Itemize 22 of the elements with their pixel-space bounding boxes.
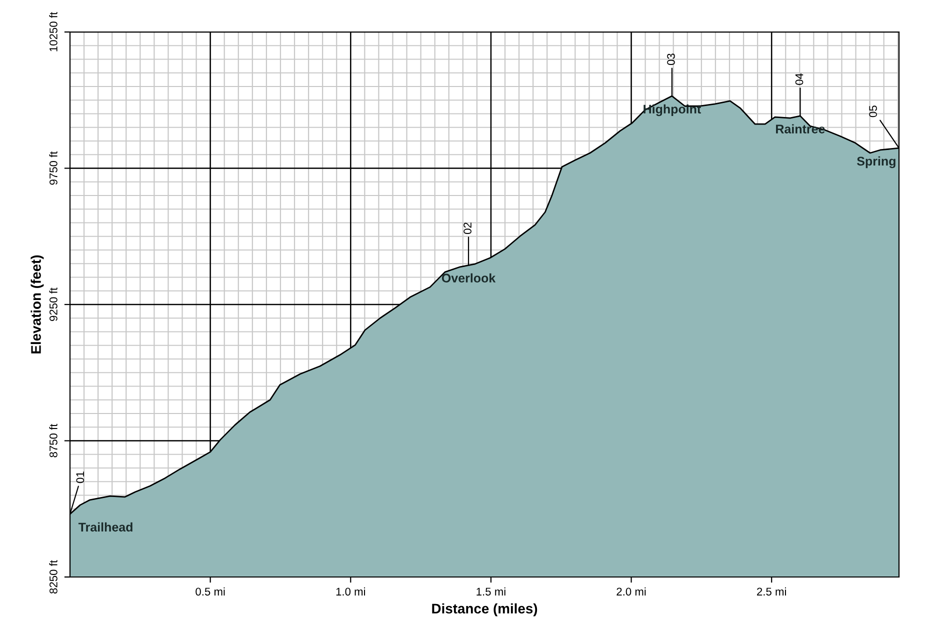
y-tick-label: 9250 ft bbox=[49, 288, 58, 321]
x-axis-title: Distance (miles) bbox=[432, 603, 538, 616]
annotation: Spring bbox=[857, 156, 896, 168]
x-tick-label: 2.0 mi bbox=[616, 587, 646, 596]
annotation: 04 bbox=[795, 73, 804, 85]
y-tick-label: 10250 ft bbox=[49, 12, 58, 52]
y-axis-title: Elevation (feet) bbox=[30, 255, 44, 354]
annotation: Trailhead bbox=[78, 522, 132, 532]
annotation: 01 bbox=[76, 472, 84, 484]
y-tick-label: 9750 ft bbox=[49, 151, 58, 185]
annotation: 03 bbox=[667, 54, 675, 66]
annotation: 02 bbox=[464, 222, 472, 234]
y-tick-label: 8750 ft bbox=[49, 424, 58, 458]
annotation: 05 bbox=[869, 106, 877, 118]
annotation: Overlook bbox=[442, 273, 496, 282]
annotation: Raintree bbox=[776, 124, 825, 134]
x-tick-label: 0.5 mi bbox=[196, 587, 225, 596]
x-tick-label: 2.5 mi bbox=[757, 587, 786, 596]
annotation: Highpoint bbox=[644, 104, 701, 116]
y-tick-label: 8250 ft bbox=[49, 560, 58, 594]
x-tick-label: 1.0 mi bbox=[336, 587, 366, 596]
x-tick-label: 1.5 mi bbox=[476, 587, 506, 596]
